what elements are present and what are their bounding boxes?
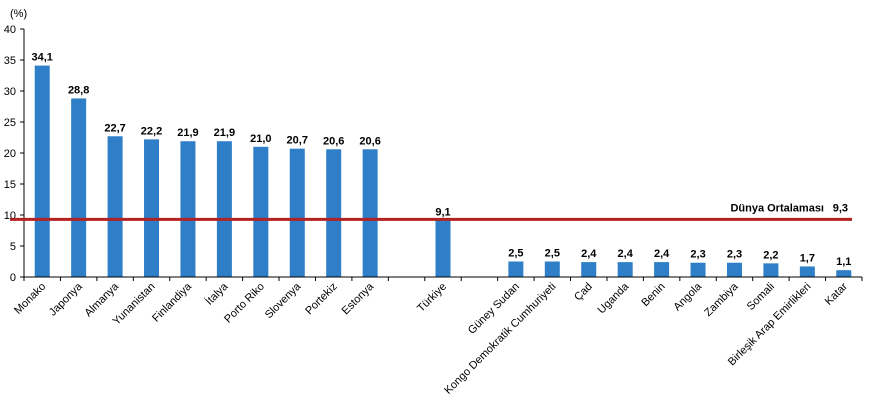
category-label: İtalya [203, 279, 231, 307]
bar [617, 262, 633, 277]
bars-group: 34,1 28,8 22,7 22,2 21,9 21,9 21,0 20,7 20,6 20,6… [32, 52, 852, 277]
bar [144, 139, 160, 277]
reference-line-group: Dünya Ortalaması 9,3 [10, 202, 852, 221]
bar [763, 263, 779, 277]
bar [435, 220, 451, 277]
category-label: Benin [639, 281, 667, 309]
y-tick-label: 35 [4, 55, 16, 67]
bar [508, 261, 524, 277]
category-label: Somali [745, 281, 777, 313]
bar-value-label: 9,1 [435, 207, 450, 219]
bar-value-label: 22,2 [141, 125, 162, 137]
bar [34, 65, 50, 277]
bar-value-label: 1,7 [800, 252, 815, 264]
category-label: Estonya [340, 280, 377, 317]
bar-value-label: 28,8 [68, 84, 89, 96]
category-label: Çad [572, 281, 595, 304]
world-average-value: 9,3 [833, 202, 848, 214]
bar-value-label: 20,6 [359, 135, 380, 147]
category-label: Katar [823, 280, 850, 307]
x-axis: MonakoJaponyaAlmanyaYunanistanFinlandiya… [12, 276, 863, 397]
bar [71, 98, 87, 277]
bar-value-label: 21,9 [214, 127, 235, 139]
bar-value-label: 2,5 [508, 248, 523, 260]
category-label: Finlandiya [150, 280, 195, 325]
bar [581, 262, 597, 277]
bar [362, 149, 378, 277]
bar [799, 266, 815, 277]
category-label: Japonya [47, 280, 86, 319]
category-label: Angola [671, 280, 704, 313]
bar-value-label: 22,7 [104, 122, 125, 134]
y-tick-label: 30 [4, 86, 16, 98]
bar-value-label: 2,5 [545, 248, 560, 260]
bar-value-label: 2,4 [654, 248, 670, 260]
bar-value-label: 1,1 [836, 256, 851, 268]
y-axis-unit-label: (%) [10, 8, 27, 20]
bar [289, 148, 305, 277]
y-tick-label: 5 [10, 241, 16, 253]
bar-value-label: 20,6 [323, 135, 344, 147]
bar-value-label: 2,2 [763, 249, 778, 261]
bar [836, 270, 852, 277]
category-label: Zambiya [702, 280, 741, 319]
category-label: Slovenya [263, 280, 304, 321]
y-tick-label: 0 [10, 272, 16, 284]
bar [726, 262, 742, 277]
category-label: Porto Riko [222, 281, 267, 326]
y-tick-label: 25 [4, 117, 16, 129]
bar [180, 141, 196, 277]
bar [544, 261, 560, 277]
y-tick-label: 20 [4, 148, 16, 160]
bar [253, 146, 269, 277]
y-tick-label: 15 [4, 179, 16, 191]
bar [654, 262, 670, 277]
world-average-label: Dünya Ortalaması [730, 202, 824, 214]
bar-value-label: 20,7 [287, 135, 308, 147]
category-label: Uganda [596, 280, 632, 316]
bar-value-label: 21,0 [250, 133, 271, 145]
bar-value-label: 21,9 [177, 127, 198, 139]
category-label: Türkiye [415, 281, 449, 315]
category-label: Monako [12, 281, 48, 317]
y-tick-label: 40 [4, 24, 16, 36]
bar-value-label: 2,4 [618, 248, 634, 260]
bar [326, 149, 342, 277]
bar [690, 262, 706, 277]
bar [107, 136, 123, 277]
bar-value-label: 2,3 [727, 249, 742, 261]
category-label: Portekiz [303, 281, 340, 318]
bar [216, 141, 232, 277]
bar-value-label: 2,4 [581, 248, 597, 260]
bar-value-label: 2,3 [690, 249, 705, 261]
bar-value-label: 34,1 [32, 52, 53, 64]
